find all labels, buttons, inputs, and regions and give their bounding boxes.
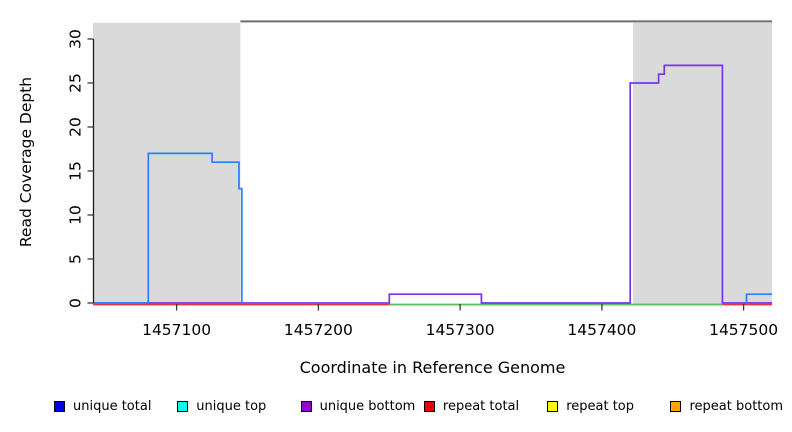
legend-item: repeat bottom (670, 399, 792, 414)
legend-swatch-unique-top (177, 401, 189, 412)
legend-label: unique total (73, 399, 152, 414)
legend-item: unique top (177, 399, 300, 414)
masked-region-right (633, 22, 772, 305)
y-axis-title: Read Coverage Depth (17, 76, 35, 248)
legend-label: repeat top (566, 399, 634, 414)
legend-item: repeat total (423, 399, 547, 414)
legend-item: repeat top (547, 399, 670, 414)
y-tick-label: 15 (67, 161, 85, 181)
legend-swatch-unique-total (54, 401, 65, 412)
x-tick-label: 1457400 (567, 321, 636, 339)
legend-item: unique bottom (300, 399, 424, 414)
legend-swatch-repeat-bottom (670, 401, 682, 412)
y-tick-label: 25 (67, 73, 85, 93)
x-tick-label: 1457300 (426, 321, 495, 339)
unique-bottom-line (93, 64, 772, 304)
masked-region-left (93, 22, 241, 305)
legend-swatch-repeat-total (423, 401, 435, 412)
legend-label: unique top (196, 399, 267, 414)
x-tick-label: 1457500 (709, 321, 778, 339)
x-tick-label: 1457200 (284, 321, 353, 339)
y-tick-label: 20 (67, 117, 85, 137)
coverage-plot: 0 5 10 15 20 25 30 1457100 1457200 1457300 1457400… (67, 20, 778, 339)
y-tick-label: 0 (67, 298, 85, 308)
y-tick-label: 30 (67, 29, 85, 49)
legend-swatch-unique-bottom (300, 401, 312, 412)
legend: unique total unique top unique bottom repea… (54, 399, 792, 414)
legend-label: repeat total (442, 399, 520, 414)
legend-swatch-repeat-top (547, 401, 559, 412)
legend-item: unique total (54, 399, 177, 414)
legend-label: repeat bottom (689, 399, 784, 414)
legend-label: unique bottom (319, 399, 416, 414)
unique-total-left-step (93, 152, 243, 304)
x-axis-title: Coordinate in Reference Genome (299, 358, 566, 377)
y-tick-label: 10 (67, 205, 85, 225)
unique-total-right-step (745, 293, 772, 303)
x-tick-label: 1457100 (142, 321, 211, 339)
y-tick-label: 5 (67, 254, 85, 264)
